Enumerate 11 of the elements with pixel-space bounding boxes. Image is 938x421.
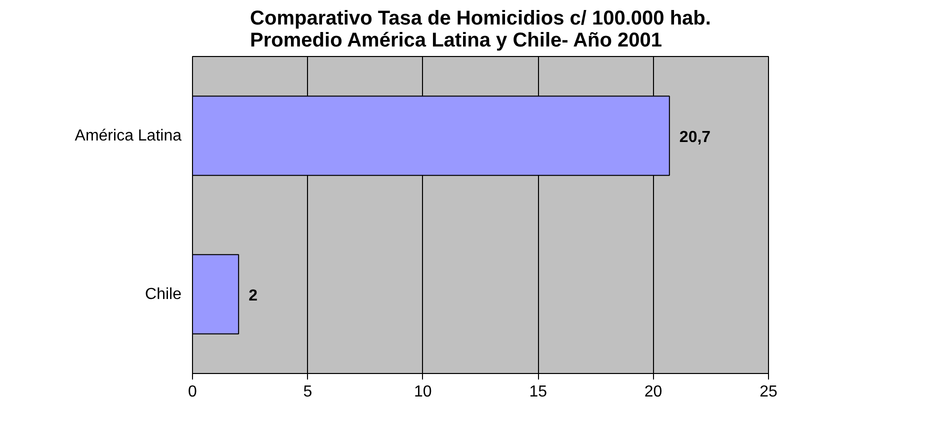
chart-title: Comparativo Tasa de Homicidios c/ 100.000 hab. Promedio América Latina y Chile- Año 2001 (250, 8, 711, 52)
x-tick-label: 10 (414, 384, 432, 400)
y-tick-label: Chile (145, 286, 182, 303)
y-tick-label: América Latina (74, 127, 182, 144)
data-label: 20,7 (679, 128, 711, 146)
x-tick-label: 25 (760, 384, 778, 400)
x-tick-label: 0 (188, 384, 198, 400)
x-tick-label: 5 (303, 384, 312, 400)
data-label: 2 (248, 287, 258, 304)
x-tick-label: 20 (644, 384, 662, 400)
x-tick-label: 15 (529, 384, 548, 400)
